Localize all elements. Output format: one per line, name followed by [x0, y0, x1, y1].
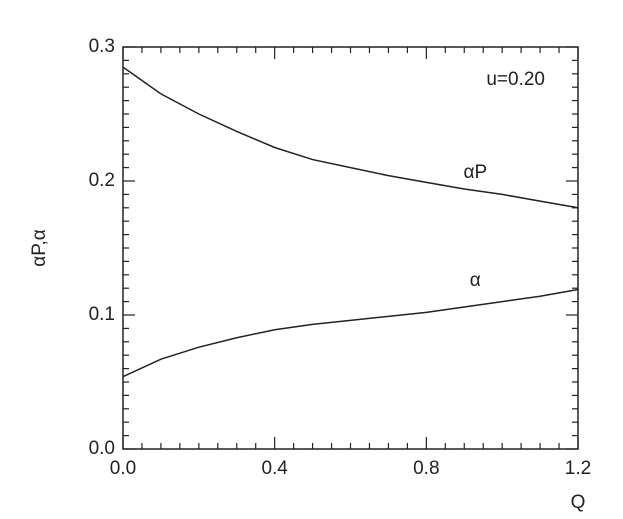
series-label: αP	[463, 162, 487, 183]
series-label: α	[470, 270, 481, 291]
series-line	[122, 288, 579, 378]
series-line	[122, 66, 579, 209]
x-axis-label: Q	[571, 492, 586, 513]
plot-frame	[122, 46, 579, 450]
x-tick-label: 1.2	[565, 458, 591, 479]
x-tick-label: 0.4	[261, 458, 288, 479]
annotation: u=0.20	[486, 69, 545, 90]
x-tick-label: 0.0	[110, 458, 136, 479]
y-tick-label: 0.0	[89, 438, 115, 459]
y-tick-label: 0.3	[89, 36, 115, 57]
y-axis-label: αP,α	[29, 229, 50, 266]
x-tick-label: 0.8	[413, 458, 439, 479]
y-tick-label: 0.2	[89, 170, 115, 191]
y-tick-label: 0.1	[89, 304, 115, 325]
